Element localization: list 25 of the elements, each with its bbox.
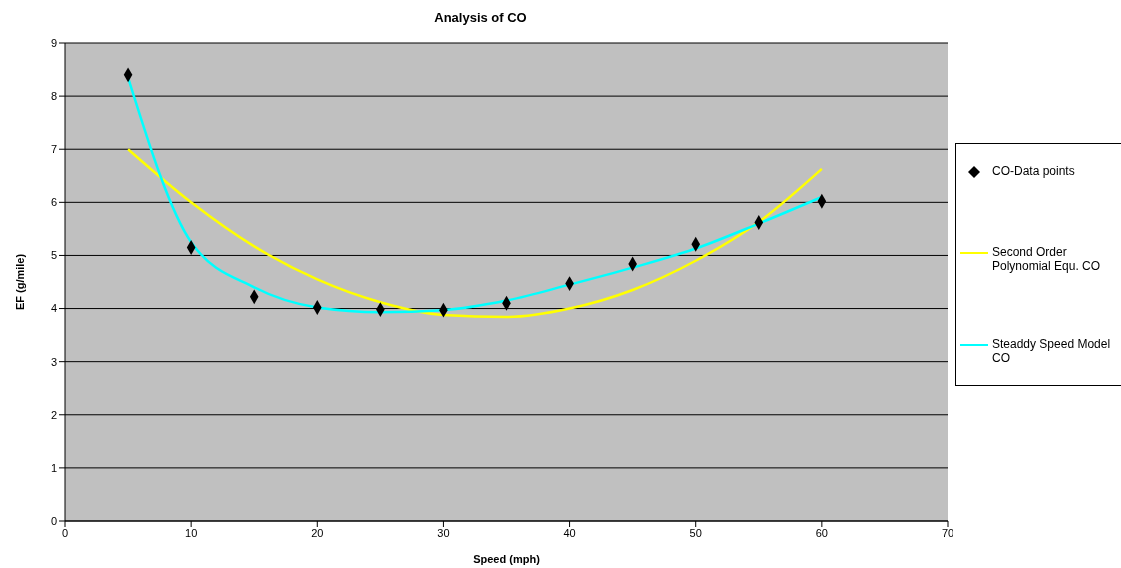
y-tick-label: 4	[50, 302, 57, 315]
x-tick-label: 20	[311, 526, 324, 539]
y-tick-label: 9	[50, 36, 57, 49]
line-series	[126, 147, 824, 319]
y-axis-title: EF (g/mile)	[13, 253, 26, 311]
y-tick-label: 8	[50, 90, 57, 103]
legend-label: Steaddy Speed Model CO	[992, 337, 1112, 365]
y-tick-label: 0	[50, 514, 57, 527]
x-tick-label: 0	[61, 526, 69, 539]
y-tick-label: 1	[50, 461, 57, 474]
y-tick-label: 2	[50, 408, 57, 421]
chart-title: Analysis of CO	[433, 9, 528, 25]
y-tick-label: 5	[50, 249, 57, 262]
x-tick-label: 40	[563, 526, 576, 539]
legend-label: Second Order Polynomial Equ. CO	[992, 244, 1102, 273]
y-tick-label: 6	[50, 196, 57, 209]
x-tick-label: 60	[815, 526, 828, 539]
x-tick-label: 10	[185, 526, 198, 539]
x-tick-label: 50	[689, 526, 702, 539]
y-tick-label: 3	[50, 355, 57, 368]
x-tick-label: 30	[437, 526, 450, 539]
x-axis-title: Speed (mph)	[473, 553, 541, 565]
legend-label: CO-Data points	[992, 164, 1076, 178]
y-tick-label: 7	[50, 143, 57, 156]
x-tick-label: 70	[941, 526, 955, 539]
